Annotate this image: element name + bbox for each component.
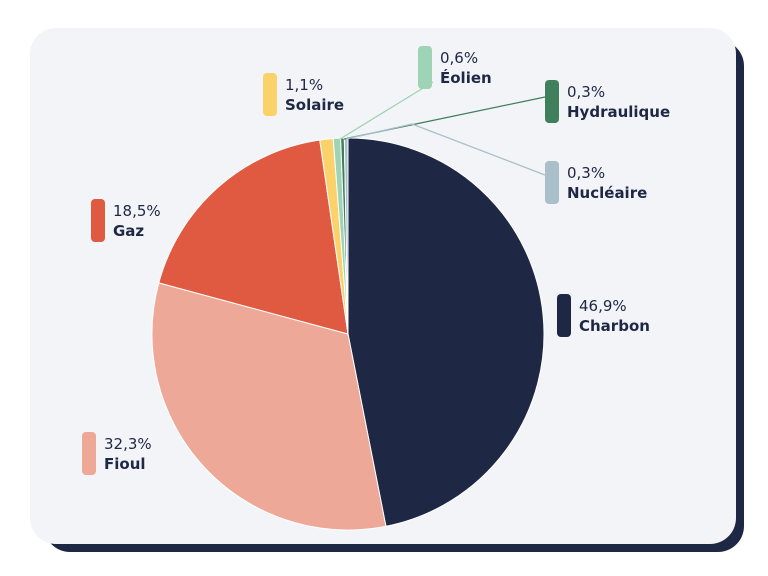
- slice-value-label: 0,3%: [567, 83, 605, 101]
- slice-value-label: 0,6%: [440, 49, 478, 67]
- legend-swatch-gaz: [91, 199, 105, 242]
- legend-swatch-nucléaire: [545, 161, 559, 204]
- slice-category-label: Gaz: [113, 222, 144, 240]
- slice-value-label: 32,3%: [104, 435, 152, 453]
- legend-swatch-hydraulique: [545, 80, 559, 123]
- slice-value-label: 18,5%: [113, 202, 161, 220]
- slice-value-label: 1,1%: [285, 76, 323, 94]
- slice-category-label: Hydraulique: [567, 103, 670, 121]
- leader-lines: [339, 81, 546, 176]
- pie-slice-fioul: [151, 282, 387, 531]
- legend-swatch-éolien: [418, 46, 432, 89]
- slice-value-label: 46,9%: [579, 297, 627, 315]
- slice-category-label: Nucléaire: [567, 184, 647, 202]
- legend-swatch-fioul: [82, 432, 96, 475]
- slice-category-label: Fioul: [104, 455, 146, 473]
- slice-labels: 46,9% Charbon 32,3% Fioul 18,5% Gaz 1,1% Solair…: [82, 46, 670, 475]
- slice-category-label: Charbon: [579, 317, 650, 335]
- pie-slice-charbon: [347, 137, 545, 527]
- slice-category-label: Éolien: [440, 68, 492, 87]
- legend-swatch-charbon: [557, 294, 571, 337]
- leader-line-nucléaire: [345, 123, 546, 176]
- slice-category-label: Solaire: [285, 96, 344, 114]
- slice-value-label: 0,3%: [567, 164, 605, 182]
- legend-swatch-solaire: [263, 73, 277, 116]
- pie-slice-gaz: [158, 139, 349, 335]
- leader-line-éolien: [339, 81, 434, 140]
- pie-slices: [151, 137, 545, 531]
